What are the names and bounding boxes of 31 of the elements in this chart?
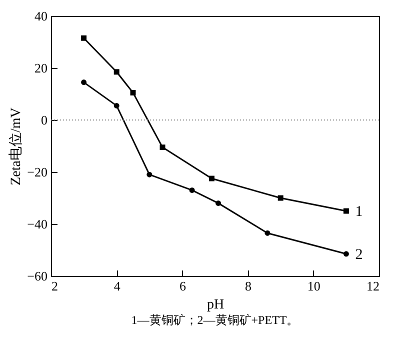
point	[216, 200, 222, 206]
y-tick-label: 0	[41, 112, 48, 128]
y-axis-title: Zeta电位/mV	[8, 108, 24, 186]
y-tick-label: 40	[34, 8, 48, 24]
x-tick-label: 12	[366, 278, 380, 294]
point	[81, 80, 87, 86]
series-label: 1	[355, 204, 363, 220]
x-tick-label: 6	[179, 278, 186, 294]
point	[114, 102, 120, 108]
x-tick-label: 4	[114, 278, 121, 294]
x-tick-label: 10	[307, 278, 320, 294]
point	[343, 208, 349, 214]
point	[146, 172, 152, 178]
point	[81, 35, 87, 41]
point	[264, 230, 270, 236]
series-label: 2	[355, 246, 363, 263]
y-tick-label: −60	[27, 268, 48, 284]
point	[208, 176, 214, 182]
point	[130, 90, 136, 96]
point	[189, 187, 195, 193]
x-tick-label: 8	[245, 278, 252, 294]
y-tick-label: 20	[34, 60, 48, 76]
y-tick-label: −40	[27, 216, 48, 232]
text: 1—黄铜矿；2—黄铜矿+PETT。	[131, 313, 299, 327]
point	[114, 69, 120, 75]
point	[343, 251, 349, 257]
point	[160, 144, 166, 150]
x-axis-title: pH	[206, 298, 224, 312]
point	[278, 195, 284, 201]
x-tick-label: 2	[52, 278, 58, 294]
y-tick-label: −20	[27, 164, 48, 180]
